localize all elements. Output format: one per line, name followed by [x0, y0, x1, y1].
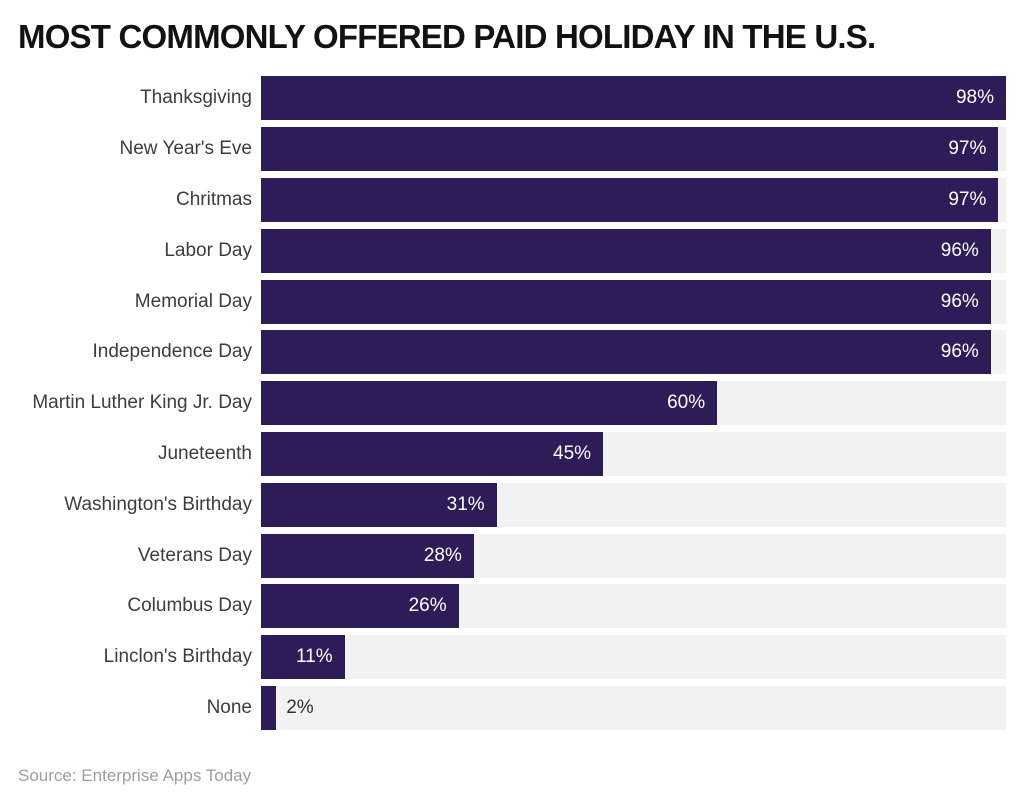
bar: 60%: [261, 381, 718, 426]
bar-track: 96%: [261, 279, 1006, 324]
category-label: None: [206, 696, 252, 718]
category-label: Washington's Birthday: [64, 493, 252, 515]
category-label: Linclon's Birthday: [103, 646, 252, 668]
bar-track: 11%: [261, 635, 1006, 680]
bar: 31%: [261, 482, 497, 527]
bar-row: Independence Day 96%: [18, 327, 1006, 378]
bar-chart-rows: Thanksgiving 98% New Year's Eve 97% Chritmas…: [18, 73, 1006, 733]
bar-track: 26%: [261, 584, 1006, 629]
category-label: Chritmas: [175, 188, 252, 210]
bar-track: 45%: [261, 431, 1006, 476]
chart-title: MOST COMMONLY OFFERED PAID HOLIDAY IN TH…: [18, 18, 876, 55]
bar-track: 60%: [261, 381, 1006, 426]
value-label: 98%: [955, 87, 994, 109]
bar-row: Memorial Day 96%: [18, 276, 1006, 327]
bar: [261, 685, 277, 730]
bar: 97%: [261, 127, 999, 172]
category-label: Thanksgiving: [140, 87, 252, 109]
source-attribution: Source: Enterprise Apps Today: [18, 766, 252, 786]
category-label: Juneteenth: [157, 442, 252, 464]
bar-row: Linclon's Birthday 11%: [18, 632, 1006, 683]
bar-track: 96%: [261, 330, 1006, 375]
bar-row: Chritmas 97%: [18, 175, 1006, 226]
category-label: Columbus Day: [127, 595, 252, 617]
bar-track: 98%: [261, 76, 1006, 121]
bar: 97%: [261, 177, 999, 222]
value-label: 60%: [667, 392, 706, 414]
category-label: Memorial Day: [134, 290, 252, 312]
infographic: MOST COMMONLY OFFERED PAID HOLIDAY IN TH…: [18, 18, 1006, 786]
bar-row: Washington's Birthday 31%: [18, 479, 1006, 530]
value-label: 96%: [940, 341, 979, 363]
bar-row: Labor Day 96%: [18, 225, 1006, 276]
bar-row: Juneteenth 45%: [18, 429, 1006, 480]
bar: 96%: [261, 279, 991, 324]
bar-row: New Year's Eve 97%: [18, 124, 1006, 175]
bar-track: 31%: [261, 482, 1006, 527]
bar-row: Veterans Day 28%: [18, 530, 1006, 581]
bar: 96%: [261, 228, 991, 273]
category-label: Independence Day: [92, 341, 252, 363]
value-label: 11%: [295, 646, 333, 668]
bar-row: Thanksgiving 98%: [18, 73, 1006, 124]
category-label: Labor Day: [164, 239, 252, 261]
value-label: 2%: [286, 696, 314, 718]
bar: 28%: [261, 533, 474, 578]
value-label: 26%: [408, 595, 447, 617]
category-label: New Year's Eve: [119, 138, 252, 160]
value-label: 45%: [553, 442, 592, 464]
value-label: 31%: [446, 493, 485, 515]
bar-track: 97%: [261, 127, 1006, 172]
bar-row: Columbus Day 26%: [18, 581, 1006, 632]
category-label: Veterans Day: [137, 544, 252, 566]
bar: 26%: [261, 584, 459, 629]
value-label: 96%: [940, 290, 979, 312]
bar: 11%: [261, 635, 345, 680]
value-label: 97%: [948, 138, 987, 160]
bar: 96%: [261, 330, 991, 375]
bar-track: 28%: [261, 533, 1006, 578]
bar-track: 96%: [261, 228, 1006, 273]
bar-chart: Thanksgiving 98% New Year's Eve 97% Chritmas…: [18, 73, 1006, 733]
bar-track: 2%: [261, 685, 1006, 730]
category-label: Martin Luther King Jr. Day: [32, 392, 252, 414]
bar-track: 97%: [261, 177, 1006, 222]
bar: 98%: [261, 76, 1006, 121]
value-label: 28%: [423, 544, 462, 566]
value-label: 96%: [940, 239, 979, 261]
value-label: 97%: [948, 188, 987, 210]
bar: 45%: [261, 431, 604, 476]
bar-row: Martin Luther King Jr. Day 60%: [18, 378, 1006, 429]
bar-row: None 2%: [18, 683, 1006, 734]
